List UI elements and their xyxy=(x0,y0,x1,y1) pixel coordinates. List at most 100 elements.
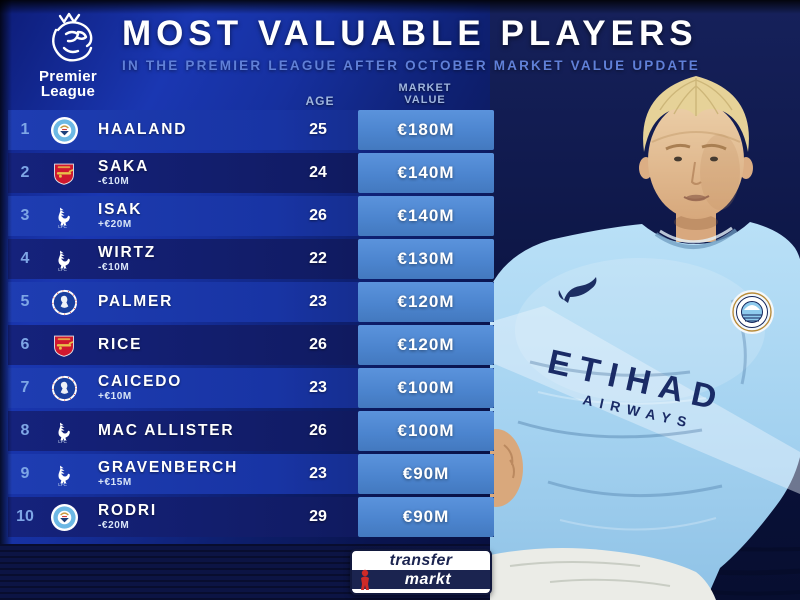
value-change: -€10M xyxy=(98,176,130,187)
chelsea-badge xyxy=(42,368,86,408)
market-value-cell: €140M xyxy=(358,196,494,236)
table-row: 3 LFC ISAK +€20M 26 €140M xyxy=(8,196,494,236)
left-vignette xyxy=(0,0,12,544)
market-value: €90M xyxy=(402,464,450,483)
shirt-sash xyxy=(490,306,800,494)
rank-number: 6 xyxy=(20,336,30,353)
man-city-crest-icon xyxy=(730,290,774,334)
player-cell: SAKA -€10M xyxy=(86,153,278,193)
market-value-cell: €130M xyxy=(358,239,494,279)
player-name: ISAK xyxy=(98,201,143,218)
market-value-cell: €120M xyxy=(358,325,494,365)
chelsea-badge xyxy=(42,282,86,322)
player-cell: MAC ALLISTER xyxy=(86,411,278,451)
ranking-table: 1 HAALAND 25 €180M 2 SAKA -€10M 24 €140M xyxy=(8,110,494,537)
table-row: 5 PALMER 23 €120M xyxy=(8,282,494,322)
market-value: €140M xyxy=(397,163,455,182)
player-shirt xyxy=(490,222,800,600)
market-value: €120M xyxy=(397,292,455,311)
market-value-cell: €180M xyxy=(358,110,494,150)
player-age: 23 xyxy=(309,379,327,396)
rank-number: 1 xyxy=(20,121,30,138)
table-row: 9 LFC GRAVENBERCH +€15M 23 €90M xyxy=(8,454,494,494)
liverpool-badge: LFC xyxy=(42,411,86,451)
premier-league-logo-text-2: League xyxy=(40,83,96,100)
market-value-cell: €140M xyxy=(358,153,494,193)
premier-league-logo: Premier League xyxy=(18,8,118,100)
rank-number: 2 xyxy=(20,164,30,181)
player-age: 26 xyxy=(309,207,327,224)
liverpool-badge: LFC xyxy=(42,196,86,236)
table-row: 4 LFC WIRTZ -€10M 22 €130M xyxy=(8,239,494,279)
value-change: -€10M xyxy=(98,262,130,273)
player-cell: GRAVENBERCH +€15M xyxy=(86,454,278,494)
player-age: 29 xyxy=(309,508,327,525)
value-change: +€15M xyxy=(98,477,132,488)
player-age: 26 xyxy=(309,336,327,353)
page-subtitle: IN THE PREMIER LEAGUE AFTER OCTOBER MARK… xyxy=(122,57,701,73)
player-name: MAC ALLISTER xyxy=(98,422,235,439)
player-name: HAALAND xyxy=(98,121,188,138)
player-cell: HAALAND xyxy=(86,110,278,150)
rank-number: 9 xyxy=(20,465,30,482)
arsenal-badge xyxy=(42,153,86,193)
player-name: CAICEDO xyxy=(98,373,183,390)
svg-text:LFC: LFC xyxy=(58,482,67,487)
man-city-badge xyxy=(42,110,86,150)
svg-text:LFC: LFC xyxy=(58,439,67,444)
player-name: PALMER xyxy=(98,293,174,310)
player-photo-haaland: ETIHAD AIRWAYS xyxy=(490,0,800,600)
player-name: WIRTZ xyxy=(98,244,157,261)
rank-number: 7 xyxy=(20,379,30,396)
player-age: 26 xyxy=(309,422,327,439)
transfermarkt-logo-text-1: transfer xyxy=(389,551,453,569)
player-name: SAKA xyxy=(98,158,150,175)
premier-league-lion-icon xyxy=(52,12,93,62)
market-value: €180M xyxy=(397,120,455,139)
table-row: 10 RODRI -€20M 29 €90M xyxy=(8,497,494,537)
svg-text:LFC: LFC xyxy=(58,224,67,229)
top-vignette xyxy=(0,0,800,14)
player-cell: WIRTZ -€10M xyxy=(86,239,278,279)
shirt-wrinkles xyxy=(517,299,747,531)
rank-number: 3 xyxy=(20,207,30,224)
premier-league-logo-text-1: Premier xyxy=(39,68,97,85)
rank-number: 10 xyxy=(16,508,34,525)
market-value: €90M xyxy=(402,507,450,526)
transfermarkt-mascot-icon xyxy=(361,569,369,590)
value-change: -€20M xyxy=(98,520,130,531)
arsenal-badge xyxy=(42,325,86,365)
market-value-cell: €90M xyxy=(358,497,494,537)
player-age: 25 xyxy=(309,121,327,138)
table-row: 1 HAALAND 25 €180M xyxy=(8,110,494,150)
rank-number: 5 xyxy=(20,293,30,310)
man-city-badge xyxy=(42,497,86,537)
table-row: 2 SAKA -€10M 24 €140M xyxy=(8,153,494,193)
value-change: +€10M xyxy=(98,391,132,402)
liverpool-badge: LFC xyxy=(42,454,86,494)
player-cell: CAICEDO +€10M xyxy=(86,368,278,408)
transfermarkt-logo-text-2: markt xyxy=(404,570,452,588)
page-title: MOST VALUABLE PLAYERS xyxy=(122,14,698,53)
market-value-cell: €100M xyxy=(358,411,494,451)
market-value-cell: €100M xyxy=(358,368,494,408)
market-value-cell: €120M xyxy=(358,282,494,322)
player-name: RODRI xyxy=(98,502,157,519)
player-shorts xyxy=(490,548,716,600)
player-cell: ISAK +€20M xyxy=(86,196,278,236)
market-value: €140M xyxy=(397,206,455,225)
player-hand xyxy=(490,429,523,507)
player-cell: RODRI -€20M xyxy=(86,497,278,537)
market-value: €100M xyxy=(397,421,455,440)
player-age: 23 xyxy=(309,465,327,482)
player-age: 22 xyxy=(309,250,327,267)
market-value: €130M xyxy=(397,249,455,268)
liverpool-badge: LFC xyxy=(42,239,86,279)
player-head xyxy=(639,76,753,219)
column-header-age: AGE xyxy=(305,94,335,108)
table-row: 8 LFC MAC ALLISTER 26 €100M xyxy=(8,411,494,451)
rank-number: 8 xyxy=(20,422,30,439)
player-name: RICE xyxy=(98,336,143,353)
market-value: €120M xyxy=(397,335,455,354)
